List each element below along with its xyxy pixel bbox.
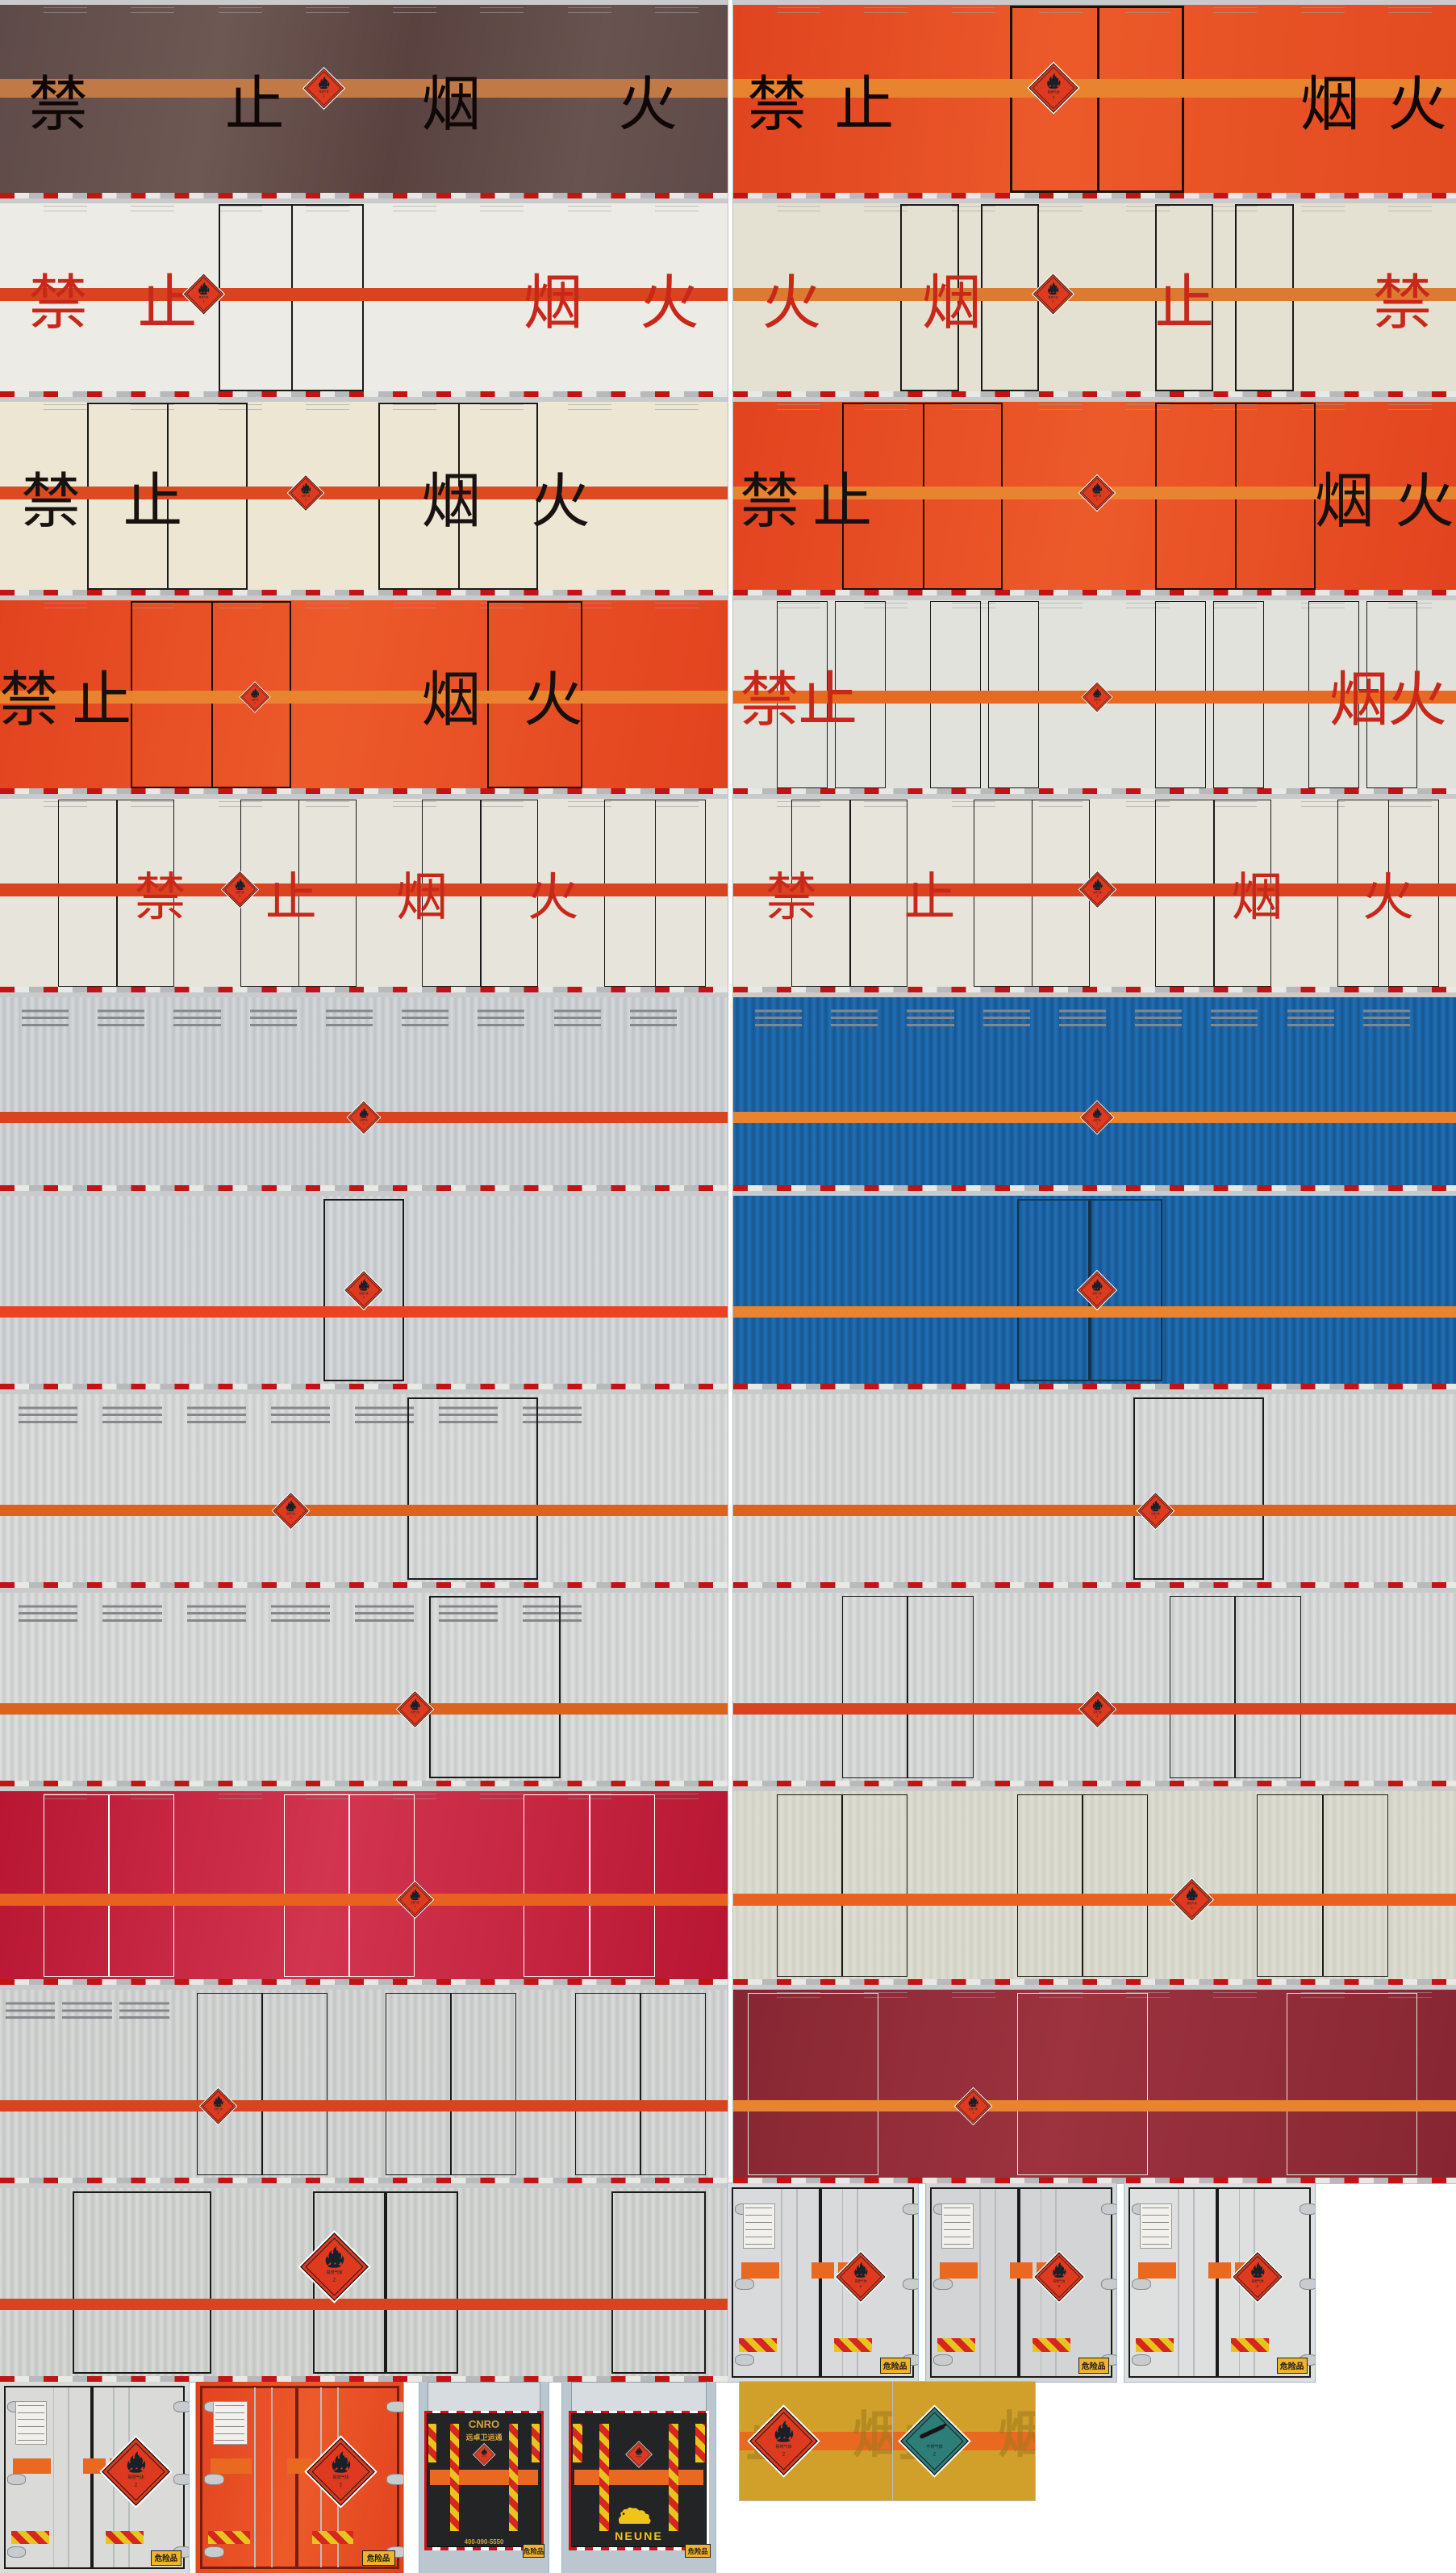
svg-text:易燃气体: 易燃气体 xyxy=(411,1901,419,1904)
svg-text:2: 2 xyxy=(240,895,241,898)
svg-text:2: 2 xyxy=(1053,300,1054,303)
svg-text:2: 2 xyxy=(1154,1515,1156,1518)
svg-text:2: 2 xyxy=(290,1515,292,1518)
svg-text:2: 2 xyxy=(363,1296,365,1299)
svg-text:易燃气体: 易燃气体 xyxy=(1093,1710,1102,1714)
svg-text:易燃气体: 易燃气体 xyxy=(302,494,311,497)
svg-text:易燃气体: 易燃气体 xyxy=(1093,494,1102,497)
svg-text:2: 2 xyxy=(1096,895,1098,898)
svg-text:易燃气体: 易燃气体 xyxy=(1092,1291,1102,1295)
svg-text:易燃气体: 易燃气体 xyxy=(214,2107,223,2111)
svg-text:2: 2 xyxy=(305,498,307,501)
svg-text:2: 2 xyxy=(414,1714,415,1717)
svg-text:2: 2 xyxy=(203,300,205,303)
svg-text:2: 2 xyxy=(932,2451,936,2457)
svg-text:2: 2 xyxy=(340,2482,343,2487)
svg-text:2: 2 xyxy=(333,2277,336,2283)
svg-text:易燃气体: 易燃气体 xyxy=(286,1512,295,1515)
svg-text:2: 2 xyxy=(483,2458,484,2460)
svg-text:易燃气体: 易燃气体 xyxy=(319,90,328,94)
svg-text:易燃气体: 易燃气体 xyxy=(333,2474,350,2480)
svg-text:2: 2 xyxy=(135,2482,138,2487)
svg-text:易燃气体: 易燃气体 xyxy=(199,295,209,299)
svg-text:2: 2 xyxy=(1096,1296,1098,1299)
svg-text:易燃气体: 易燃气体 xyxy=(236,891,244,894)
svg-text:易燃气体: 易燃气体 xyxy=(359,1291,369,1295)
svg-text:2: 2 xyxy=(973,2111,974,2114)
svg-text:易燃气体: 易燃气体 xyxy=(411,1710,419,1714)
svg-text:易燃气体: 易燃气体 xyxy=(969,2107,978,2111)
svg-text:易燃气体: 易燃气体 xyxy=(1151,1512,1160,1515)
svg-text:易燃气体: 易燃气体 xyxy=(855,2279,867,2283)
svg-text:2: 2 xyxy=(414,1905,415,1908)
svg-text:易燃气体: 易燃气体 xyxy=(127,2474,144,2480)
svg-text:不燃气体: 不燃气体 xyxy=(926,2443,943,2450)
svg-text:易燃气体: 易燃气体 xyxy=(1047,90,1059,94)
svg-text:易燃气体: 易燃气体 xyxy=(1252,2279,1264,2283)
svg-text:2: 2 xyxy=(1191,1906,1192,1909)
svg-text:易燃气体: 易燃气体 xyxy=(776,2443,793,2450)
svg-text:易燃气体: 易燃气体 xyxy=(1049,295,1058,299)
svg-text:2: 2 xyxy=(1096,498,1098,501)
svg-text:2: 2 xyxy=(782,2451,786,2457)
svg-text:易燃气体: 易燃气体 xyxy=(1187,1901,1197,1905)
svg-text:易燃气体: 易燃气体 xyxy=(1053,2279,1066,2283)
svg-text:2: 2 xyxy=(323,94,324,98)
svg-text:2: 2 xyxy=(1096,1714,1098,1717)
svg-text:易燃气体: 易燃气体 xyxy=(360,1118,368,1122)
svg-text:2: 2 xyxy=(218,2111,219,2114)
svg-text:易燃气体: 易燃气体 xyxy=(1093,891,1102,894)
svg-text:易燃气体: 易燃气体 xyxy=(327,2269,344,2275)
svg-text:易燃气体: 易燃气体 xyxy=(1093,1118,1101,1122)
